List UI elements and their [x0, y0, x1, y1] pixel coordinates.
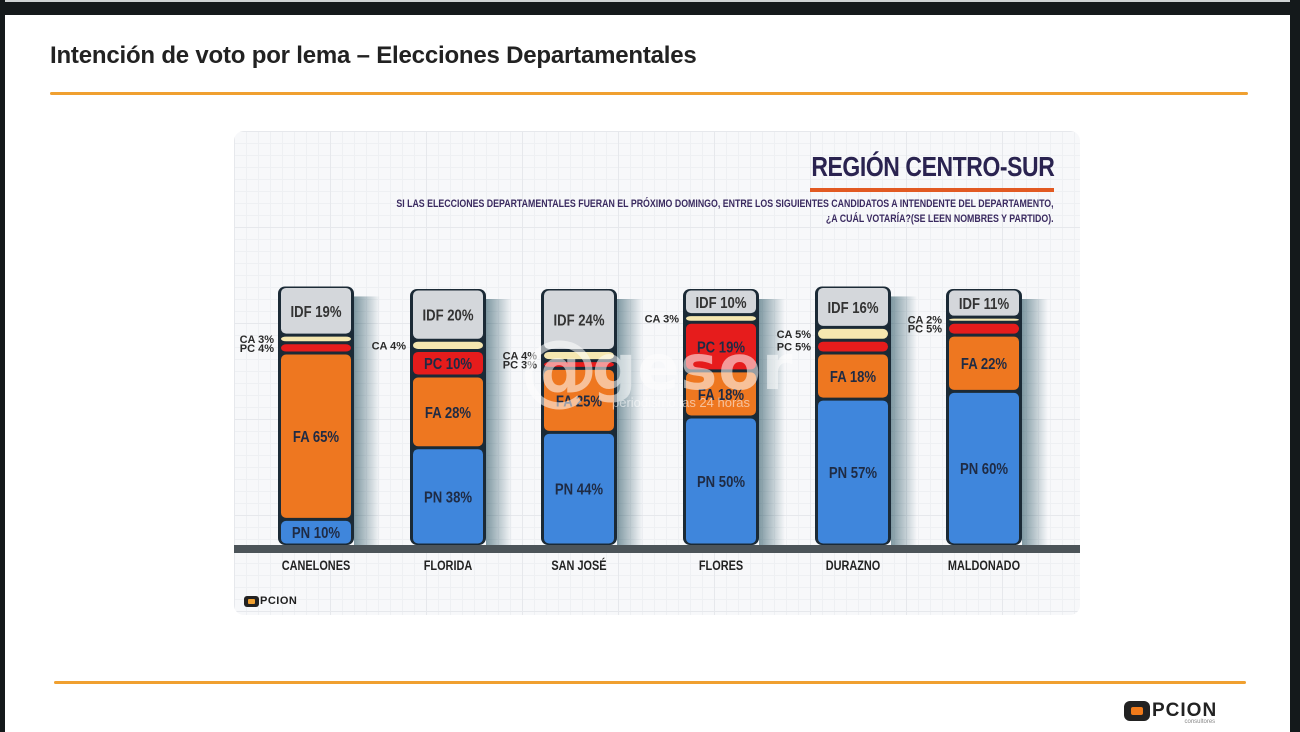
data-label-pn: PN 10% — [292, 525, 340, 542]
category-label: FLORES — [699, 558, 743, 574]
bar-shadow — [1022, 299, 1048, 545]
side-label-ca: CA 4% — [503, 351, 538, 363]
side-label-pc: PC 3% — [503, 360, 537, 372]
bar-segment-ca — [949, 318, 1019, 321]
data-label-pc: PC 19% — [697, 339, 745, 356]
bar-segment-pc — [949, 323, 1019, 334]
bar-segment-ca — [413, 341, 483, 349]
footer-brand-logo: PCION consultores — [1124, 700, 1218, 725]
bar-segment-pn — [818, 400, 888, 544]
data-label-fa: FA 18% — [698, 387, 744, 404]
window-right-border — [1290, 0, 1300, 732]
data-label-idf: IDF 24% — [553, 313, 604, 330]
category-label: DURAZNO — [826, 558, 881, 574]
bar-segment-ca — [281, 336, 351, 342]
data-label-fa: FA 18% — [830, 369, 876, 386]
bar-segment-pn — [413, 449, 483, 544]
bar-segment-idf — [949, 290, 1019, 316]
data-label-idf: IDF 11% — [959, 296, 1009, 313]
side-label-ca: CA 3% — [645, 313, 680, 325]
chart-question: SI LAS ELECCIONES DEPARTAMENTALES FUERAN… — [397, 197, 1054, 227]
title-divider — [50, 92, 1248, 95]
logo-o-icon — [244, 595, 259, 607]
logo-o-icon — [1124, 701, 1150, 721]
window-top-highlight — [0, 0, 1300, 2]
data-label-fa: FA 65% — [293, 429, 339, 446]
bar-segment-ca — [818, 328, 888, 339]
bar-shadow — [617, 299, 643, 545]
bar-shadow — [891, 296, 917, 545]
slide-title: Intención de voto por lema – Elecciones … — [50, 42, 697, 69]
bar-segment-fa — [949, 336, 1019, 390]
bar-segment-pn — [544, 433, 614, 544]
bar-segment-pc — [544, 362, 614, 367]
bar-shadow — [486, 299, 512, 545]
bar-segment-pn — [281, 520, 351, 544]
footer-divider — [54, 681, 1246, 684]
data-label-idf: IDF 16% — [827, 300, 878, 317]
bar-segment-idf — [413, 290, 483, 339]
chart-question-line-2: ¿A CUÁL VOTARÍA?(SE LEEN NOMBRES Y PARTI… — [826, 213, 1054, 225]
data-label-fa: FA 22% — [961, 356, 1007, 373]
side-label-ca: CA 3% — [240, 334, 275, 346]
bar-shadow — [759, 299, 785, 545]
bar-segment-pc — [413, 351, 483, 375]
data-label-fa: FA 25% — [556, 393, 602, 410]
data-label-fa: FA 28% — [425, 405, 471, 422]
data-label-pn: PN 50% — [697, 474, 745, 491]
side-label-pc: PC 5% — [908, 324, 942, 336]
data-label-pn: PN 38% — [424, 489, 472, 506]
bar-shadow — [354, 296, 380, 545]
side-label-ca: CA 4% — [372, 340, 407, 352]
bar-segment-pc — [281, 344, 351, 352]
bar-segment-pn — [686, 418, 756, 544]
side-label-ca: CA 5% — [777, 329, 812, 341]
data-label-pc: PC 10% — [424, 356, 472, 373]
category-label: MALDONADO — [948, 558, 1020, 574]
category-label: FLORIDA — [424, 558, 473, 574]
chart-title: REGIÓN CENTRO-SUR — [810, 151, 1054, 182]
category-label: CANELONES — [282, 558, 351, 574]
chart-logo-text: PCION — [260, 595, 298, 607]
window-left-border — [0, 0, 5, 732]
bar-segment-idf — [686, 290, 756, 314]
chart-panel: REGIÓN CENTRO-SUR SI LAS ELECCIONES DEPA… — [234, 131, 1080, 615]
bar-segment-fa — [544, 369, 614, 431]
chart-question-line-1: SI LAS ELECCIONES DEPARTAMENTALES FUERAN… — [396, 198, 1054, 210]
bar-segment-pc — [818, 341, 888, 352]
category-label: SAN JOSÉ — [551, 557, 606, 574]
bar-segment-fa — [818, 354, 888, 398]
bar-segment-pc — [686, 323, 756, 370]
brand-name: PCION — [1152, 700, 1218, 721]
window-top-border — [0, 0, 1300, 15]
chart-brand-logo: PCION — [244, 595, 297, 607]
bar-segment-idf — [544, 290, 614, 349]
bar-segment-ca — [686, 316, 756, 321]
data-label-pn: PN 60% — [960, 461, 1008, 478]
data-label-idf: IDF 19% — [290, 304, 341, 321]
bar-segment-ca — [544, 351, 614, 360]
bar-segment-fa — [686, 372, 756, 416]
bar-segment-fa — [413, 377, 483, 447]
side-label-pc: PC 5% — [777, 342, 811, 354]
bar-segment-pn — [949, 392, 1019, 544]
bar-segment-idf — [281, 287, 351, 334]
bar-segment-fa — [281, 354, 351, 518]
side-label-pc: PC 4% — [240, 343, 274, 355]
data-label-idf: IDF 10% — [695, 295, 746, 312]
bar-segment-idf — [818, 287, 888, 326]
data-label-pn: PN 57% — [829, 465, 877, 482]
chart-title-underline — [810, 188, 1054, 192]
stacked-bar-chart: PN 10%FA 65%PC 4%CA 3%IDF 19%CANELONESPN… — [234, 286, 1080, 574]
chart-baseline — [234, 545, 1080, 553]
brand-subtitle: consultores — [1184, 719, 1216, 725]
data-label-pn: PN 44% — [555, 482, 603, 499]
side-label-ca: CA 2% — [908, 315, 943, 327]
data-label-idf: IDF 20% — [422, 307, 473, 324]
